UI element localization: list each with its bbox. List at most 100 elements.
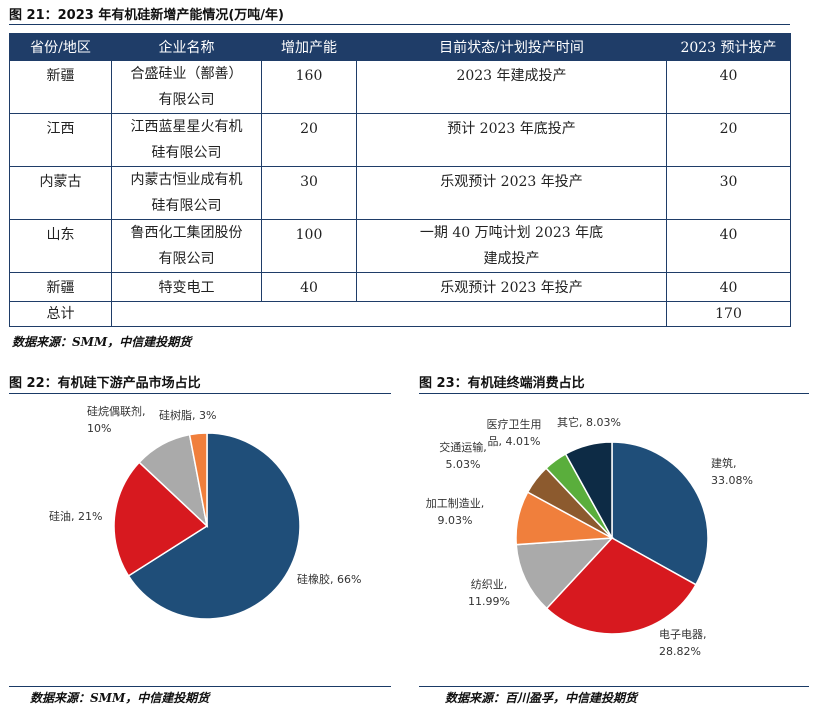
table-row: 江西 江西蓝星星火有机 硅有限公司 20 预计 2023 年底投产 20: [9, 113, 791, 167]
pie-slice-硅树脂: [188, 432, 208, 527]
pie-label-line: 电子电器,: [659, 628, 707, 641]
pie-slice-纺织业: [515, 537, 614, 610]
company-line: 硅有限公司: [151, 145, 222, 161]
status-line: 建成投产: [483, 251, 540, 267]
cell-region: 新疆: [9, 60, 112, 114]
pie-label-其它: 其它, 8.03%: [557, 415, 621, 429]
cell-status: 乐观预计 2023 年投产: [356, 272, 667, 302]
company-line: 内蒙古恒业成有机: [130, 172, 243, 188]
fig23-title-rule: [419, 393, 809, 394]
header-capacity: 增加产能: [261, 33, 357, 61]
header-status: 目前状态/计划投产时间: [356, 33, 667, 61]
table-row: 内蒙古 内蒙古恒业成有机 硅有限公司 30 乐观预计 2023 年投产 30: [9, 166, 791, 220]
pie-slice-建筑: [611, 441, 709, 586]
company-line: 有限公司: [158, 92, 215, 108]
cell-expected: 40: [666, 60, 791, 114]
pie-label-line: 11.99%: [468, 595, 510, 608]
pie-label-硅树脂: 硅树脂, 3%: [159, 408, 216, 422]
cell-total-empty: [111, 301, 667, 327]
pie-label-加工制造业: 加工制造业, 9.03%: [426, 496, 485, 527]
pie-label-硅橡胶: 硅橡胶, 66%: [297, 572, 361, 586]
fig23-source: 数据来源：百川盈孚，中信建投期货: [445, 691, 638, 705]
pie-label-line: 纺织业,: [471, 577, 508, 591]
pie-label-line: 加工制造业,: [426, 496, 485, 510]
table-row: 新疆 合盛硅业（鄯善） 有限公司 160 2023 年建成投产 40: [9, 60, 791, 114]
table-row: 新疆 特变电工 40 乐观预计 2023 年投产 40: [9, 272, 791, 302]
pie-label-line: 硅烷偶联剂,: [87, 404, 146, 418]
pie-label-line: 建筑,: [711, 456, 737, 470]
fig23-bottom-rule: [419, 686, 809, 687]
fig22-title-rule: [9, 393, 391, 394]
cell-region: 江西: [9, 113, 112, 167]
table-total-row: 总计 170: [9, 301, 791, 327]
fig22-title: 图 22：有机硅下游产品市场占比: [9, 376, 201, 391]
pie-slice-硅橡胶: [127, 432, 301, 620]
pie-slice-其它: [564, 441, 613, 539]
fig23-title: 图 23：有机硅终端消费占比: [419, 376, 585, 391]
cell-status: 乐观预计 2023 年投产: [356, 166, 667, 220]
pie-label-line: 品, 4.01%: [488, 435, 541, 448]
header-expected: 2023 预计投产: [666, 33, 791, 61]
company-line: 鲁西化工集团股份: [130, 225, 243, 241]
fig22-pie-chart: 硅橡胶, 66% 硅油, 21% 硅烷偶联剂, 10% 硅树脂, 3%: [49, 404, 361, 620]
pie-label-line: 5.03%: [446, 458, 481, 471]
header-company: 企业名称: [111, 33, 262, 61]
pie-label-医疗卫生用品: 医疗卫生用品, 4.01%: [487, 417, 542, 448]
pie-label-交通运输: 交通运输, 5.03%: [439, 440, 487, 471]
pie-label-line: 硅油, 21%: [49, 509, 102, 523]
table-row: 山东 鲁西化工集团股份 有限公司 100 一期 40 万吨计划 2023 年底 建成…: [9, 219, 791, 273]
pie-label-line: 28.82%: [659, 645, 701, 658]
pie-label-line: 医疗卫生用: [487, 417, 542, 431]
cell-expected: 30: [666, 166, 791, 220]
table-header-row: 省份/地区 企业名称 增加产能 目前状态/计划投产时间 2023 预计投产: [9, 33, 791, 61]
fig21-source: 数据来源：SMM，中信建投期货: [12, 335, 192, 349]
cell-company: 特变电工: [111, 272, 262, 302]
pie-label-line: 10%: [87, 422, 111, 435]
pie-label-line: 其它, 8.03%: [557, 415, 621, 429]
cell-region: 新疆: [9, 272, 112, 302]
company-line: 江西蓝星星火有机: [130, 119, 243, 135]
cell-expected: 40: [666, 272, 791, 302]
pie-label-line: 交通运输,: [439, 440, 487, 454]
company-line: 硅有限公司: [151, 198, 222, 214]
pie-label-硅油: 硅油, 21%: [49, 509, 102, 523]
pie-label-纺织业: 纺织业, 11.99%: [468, 577, 510, 608]
cell-region: 内蒙古: [9, 166, 112, 220]
capacity-table: 省份/地区 企业名称 增加产能 目前状态/计划投产时间 2023 预计投产 新疆…: [9, 33, 791, 327]
cell-capacity: 30: [261, 166, 357, 220]
fig21-title: 图 21：2023 年有机硅新增产能情况(万吨/年): [9, 8, 284, 23]
cell-total-value: 170: [666, 301, 791, 327]
pie-label-line: 硅橡胶, 66%: [297, 572, 361, 586]
fig21-title-rule: [9, 24, 790, 25]
pie-label-line: 33.08%: [711, 474, 753, 487]
cell-capacity: 40: [261, 272, 357, 302]
pie-slice-电子电器: [545, 537, 697, 635]
cell-status: 预计 2023 年底投产: [356, 113, 667, 167]
cell-expected: 20: [666, 113, 791, 167]
fig22-source: 数据来源：SMM，中信建投期货: [30, 691, 210, 705]
fig23-pie-chart: 建筑, 33.08% 电子电器, 28.82% 纺织业, 11.99% 加工制造业, 9.03…: [426, 415, 753, 658]
cell-company: 合盛硅业（鄯善） 有限公司: [111, 60, 262, 114]
pie-label-建筑: 建筑, 33.08%: [711, 456, 753, 487]
cell-total-label: 总计: [9, 301, 112, 327]
cell-company: 江西蓝星星火有机 硅有限公司: [111, 113, 262, 167]
pie-label-line: 硅树脂, 3%: [159, 408, 216, 422]
pie-slice-硅油: [113, 461, 209, 577]
header-region: 省份/地区: [9, 33, 112, 61]
cell-expected: 40: [666, 219, 791, 273]
pie-label-电子电器: 电子电器, 28.82%: [659, 628, 707, 658]
cell-status: 2023 年建成投产: [356, 60, 667, 114]
company-line: 有限公司: [158, 251, 215, 267]
cell-status: 一期 40 万吨计划 2023 年底 建成投产: [356, 219, 667, 273]
cell-region: 山东: [9, 219, 112, 273]
cell-capacity: 100: [261, 219, 357, 273]
pie-label-硅烷偶联剂: 硅烷偶联剂, 10%: [87, 404, 146, 435]
cell-capacity: 20: [261, 113, 357, 167]
pie-label-line: 9.03%: [438, 514, 473, 527]
cell-company: 内蒙古恒业成有机 硅有限公司: [111, 166, 262, 220]
company-line: 合盛硅业（鄯善）: [130, 66, 243, 82]
fig22-bottom-rule: [9, 686, 391, 687]
cell-capacity: 160: [261, 60, 357, 114]
status-line: 一期 40 万吨计划 2023 年底: [419, 225, 604, 241]
cell-company: 鲁西化工集团股份 有限公司: [111, 219, 262, 273]
